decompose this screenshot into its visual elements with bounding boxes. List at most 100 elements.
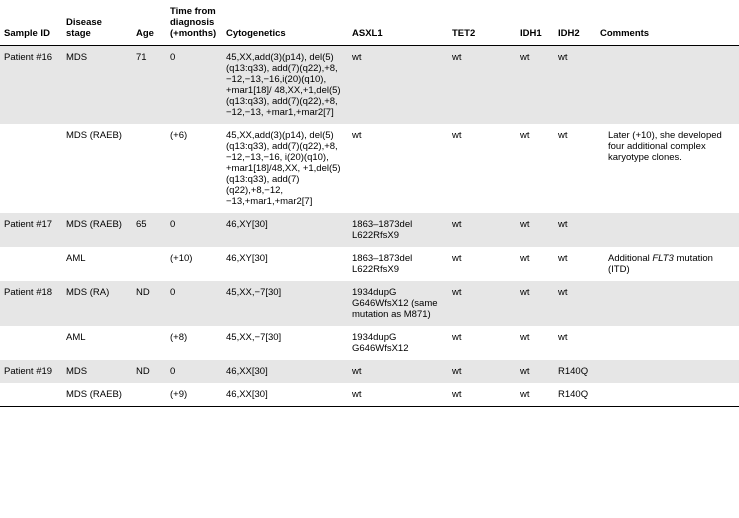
cell-stage: MDS (62, 360, 132, 383)
cell-stage: MDS (RAEB) (62, 124, 132, 213)
cell-tet2: wt (448, 326, 516, 360)
cell-tet2: wt (448, 46, 516, 125)
cell-sample: Patient #18 (0, 281, 62, 326)
cell-cyto: 45,XX,add(3)(p14), del(5)(q13:q33), add(… (222, 46, 348, 125)
table-row: Patient #16MDS71045,XX,add(3)(p14), del(… (0, 46, 739, 125)
cell-idh1: wt (516, 360, 554, 383)
mutations-table: Sample ID Disease stage Age Time from di… (0, 0, 739, 407)
cell-age: 71 (132, 46, 166, 125)
col-cytogenetics: Cytogenetics (222, 0, 348, 46)
cell-sample: Patient #16 (0, 46, 62, 125)
cell-cyto: 45,XX,−7[30] (222, 281, 348, 326)
table-row: MDS (RAEB) (+6)45,XX,add(3)(p14), del(5)(… (0, 124, 739, 213)
col-tet2: TET2 (448, 0, 516, 46)
cell-age (132, 247, 166, 281)
cell-idh1: wt (516, 281, 554, 326)
cell-asxl1: 1863–1873del L622RfsX9 (348, 213, 448, 247)
cell-comments: Additional FLT3 mutation (ITD) (596, 247, 739, 281)
cell-stage: AML (62, 326, 132, 360)
cell-idh2: R140Q (554, 360, 596, 383)
cell-idh2: wt (554, 281, 596, 326)
cell-cyto: 45,XX,add(3)(p14), del(5)(q13:q33), add(… (222, 124, 348, 213)
cell-comments (596, 383, 739, 407)
cell-comments: Later (+10), she developed four addition… (596, 124, 739, 213)
cell-idh1: wt (516, 46, 554, 125)
col-sample-id: Sample ID (0, 0, 62, 46)
cell-idh2: wt (554, 124, 596, 213)
cell-comments (596, 281, 739, 326)
cell-asxl1: 1863–1873del L622RfsX9 (348, 247, 448, 281)
col-comments: Comments (596, 0, 739, 46)
cell-sample: Patient #19 (0, 360, 62, 383)
cell-sample: Patient #17 (0, 213, 62, 247)
cell-tet2: wt (448, 281, 516, 326)
cell-time: 0 (166, 281, 222, 326)
cell-cyto: 46,XX[30] (222, 360, 348, 383)
table-body: Patient #16MDS71045,XX,add(3)(p14), del(… (0, 46, 739, 407)
cell-idh2: wt (554, 247, 596, 281)
col-asxl1: ASXL1 (348, 0, 448, 46)
col-time-from-diagnosis: Time from diagnosis (+months) (166, 0, 222, 46)
cell-idh2: wt (554, 46, 596, 125)
cell-idh2: R140Q (554, 383, 596, 407)
col-disease-stage: Disease stage (62, 0, 132, 46)
cell-idh1: wt (516, 326, 554, 360)
cell-idh1: wt (516, 247, 554, 281)
cell-time: (+6) (166, 124, 222, 213)
cell-stage: MDS (RAEB) (62, 213, 132, 247)
cell-age: ND (132, 360, 166, 383)
cell-asxl1: wt (348, 124, 448, 213)
cell-cyto: 46,XY[30] (222, 213, 348, 247)
cell-sample (0, 247, 62, 281)
cell-asxl1: 1934dupG G646WfsX12 (same mutation as M8… (348, 281, 448, 326)
col-age: Age (132, 0, 166, 46)
cell-age (132, 124, 166, 213)
col-idh2: IDH2 (554, 0, 596, 46)
cell-comments (596, 360, 739, 383)
cell-idh1: wt (516, 213, 554, 247)
cell-stage: MDS (RAEB) (62, 383, 132, 407)
table-row: Patient #18MDS (RA)ND045,XX,−7[30]1934du… (0, 281, 739, 326)
cell-time: (+10) (166, 247, 222, 281)
table-row: Patient #17MDS (RAEB)65046,XY[30]1863–18… (0, 213, 739, 247)
cell-cyto: 45,XX,−7[30] (222, 326, 348, 360)
cell-age (132, 326, 166, 360)
cell-stage: MDS (RA) (62, 281, 132, 326)
cell-comments (596, 46, 739, 125)
table-row: MDS (RAEB)(+9)46,XX[30]wtwtwtR140Q (0, 383, 739, 407)
cell-time: 0 (166, 360, 222, 383)
cell-asxl1: wt (348, 383, 448, 407)
cell-sample (0, 124, 62, 213)
cell-age: ND (132, 281, 166, 326)
table-header-row: Sample ID Disease stage Age Time from di… (0, 0, 739, 46)
table-row: AML(+8)45,XX,−7[30]1934dupG G646WfsX12wt… (0, 326, 739, 360)
cell-time: 0 (166, 46, 222, 125)
cell-time: 0 (166, 213, 222, 247)
cell-tet2: wt (448, 213, 516, 247)
cell-stage: MDS (62, 46, 132, 125)
cell-tet2: wt (448, 247, 516, 281)
cell-tet2: wt (448, 383, 516, 407)
cell-cyto: 46,XY[30] (222, 247, 348, 281)
cell-time: (+9) (166, 383, 222, 407)
cell-comments (596, 326, 739, 360)
cell-tet2: wt (448, 360, 516, 383)
cell-age: 65 (132, 213, 166, 247)
cell-sample (0, 326, 62, 360)
cell-asxl1: wt (348, 360, 448, 383)
col-idh1: IDH1 (516, 0, 554, 46)
cell-sample (0, 383, 62, 407)
cell-stage: AML (62, 247, 132, 281)
cell-idh2: wt (554, 326, 596, 360)
cell-comments (596, 213, 739, 247)
cell-idh1: wt (516, 124, 554, 213)
cell-asxl1: 1934dupG G646WfsX12 (348, 326, 448, 360)
cell-time: (+8) (166, 326, 222, 360)
table-row: Patient #19MDSND046,XX[30]wtwtwtR140Q (0, 360, 739, 383)
cell-tet2: wt (448, 124, 516, 213)
table-row: AML(+10)46,XY[30]1863–1873del L622RfsX9w… (0, 247, 739, 281)
cell-age (132, 383, 166, 407)
cell-idh2: wt (554, 213, 596, 247)
cell-asxl1: wt (348, 46, 448, 125)
cell-cyto: 46,XX[30] (222, 383, 348, 407)
